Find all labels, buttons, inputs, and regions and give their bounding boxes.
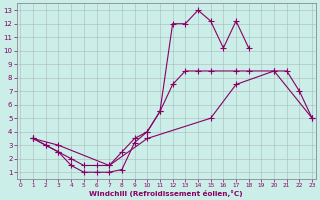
X-axis label: Windchill (Refroidissement éolien,°C): Windchill (Refroidissement éolien,°C) <box>90 190 243 197</box>
